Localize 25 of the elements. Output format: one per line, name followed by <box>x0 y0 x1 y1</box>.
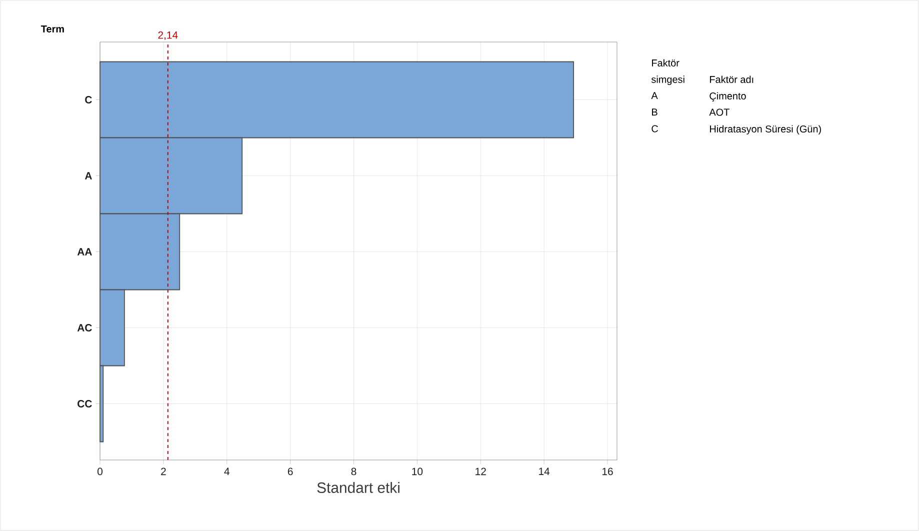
x-tick-label: 0 <box>98 468 103 476</box>
x-tick-label: 10 <box>412 468 423 476</box>
x-axis-title: Standart etki <box>317 482 400 493</box>
text: A <box>651 92 658 100</box>
x-tick-label: 6 <box>288 468 293 476</box>
x-tick-label: 14 <box>539 468 550 475</box>
y-tick-label: C <box>85 96 92 104</box>
text: Faktör adı <box>710 76 754 83</box>
y-tick-label: CC <box>78 400 92 408</box>
y-tick-label: AA <box>77 248 92 256</box>
x-tick-label: 8 <box>351 468 356 476</box>
x-tick-label: 2 <box>161 468 166 476</box>
ref-line-label: 2,14 <box>158 31 178 40</box>
y-axis-title: Term <box>40 26 64 32</box>
text: Faktör simgesi <box>651 59 684 85</box>
text: C <box>652 125 658 132</box>
y-tick-label: AC <box>77 324 92 332</box>
text: Hidratasyon Süresi (Gün) <box>710 125 821 134</box>
text: Çimento <box>710 92 746 102</box>
text: B <box>652 108 658 116</box>
x-tick-label: 4 <box>224 468 230 475</box>
x-tick-label: 16 <box>602 468 613 476</box>
y-tick-label: A <box>84 172 92 180</box>
x-tick-label: 12 <box>476 468 486 476</box>
text: AOT <box>709 108 730 116</box>
